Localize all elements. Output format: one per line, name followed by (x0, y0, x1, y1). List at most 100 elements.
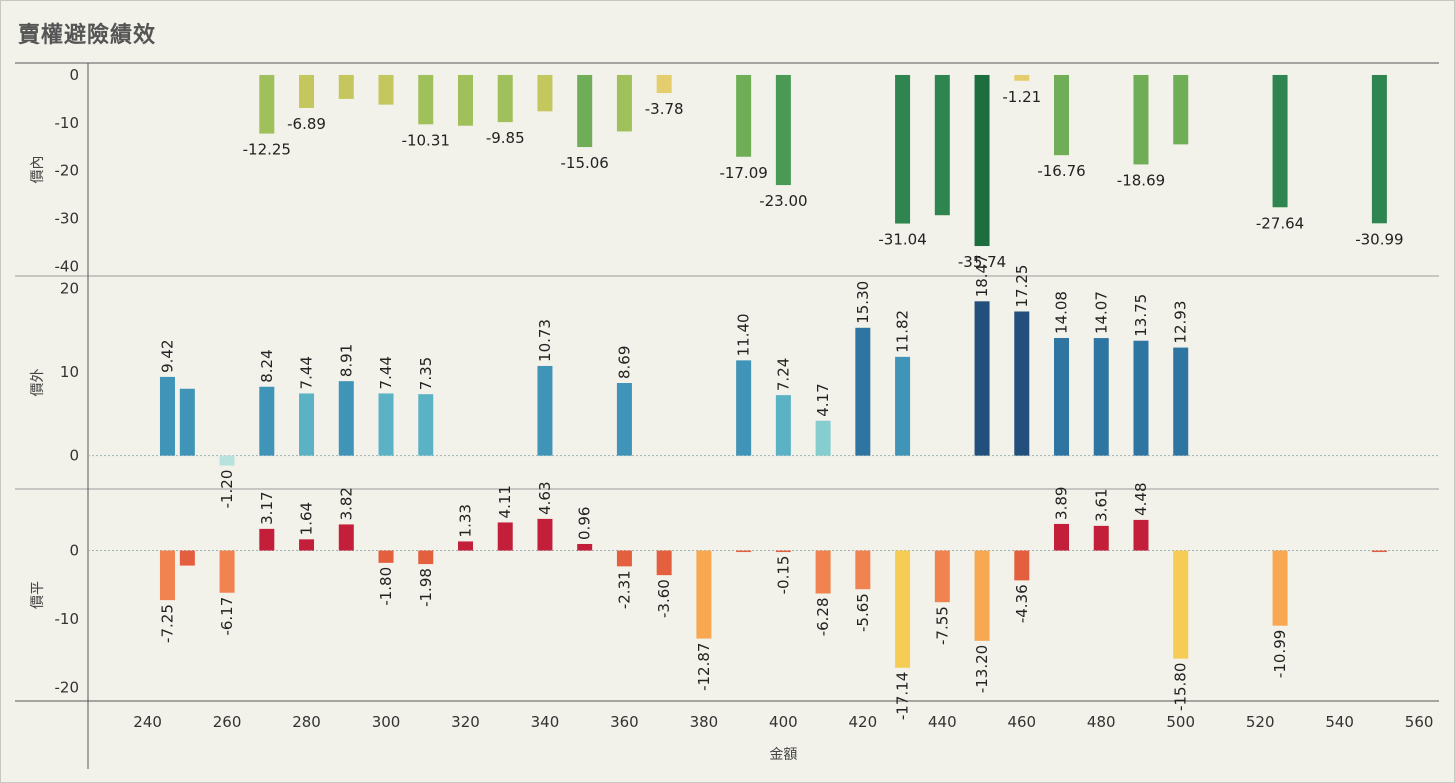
data-label: 9.42 (158, 339, 176, 372)
bar[interactable] (974, 74, 990, 247)
data-label: 1.64 (298, 502, 316, 535)
x-tick-label: 340 (531, 713, 560, 731)
bar[interactable] (338, 381, 354, 456)
bar[interactable] (1054, 74, 1070, 156)
bar[interactable] (1133, 74, 1149, 165)
data-label: -3.78 (645, 100, 684, 118)
bar[interactable] (1014, 74, 1030, 81)
bar[interactable] (457, 541, 473, 551)
bar[interactable] (338, 74, 354, 99)
bar[interactable] (736, 74, 752, 157)
bar[interactable] (775, 550, 791, 553)
bar[interactable] (338, 524, 354, 551)
bar[interactable] (259, 528, 275, 551)
data-label: 4.63 (536, 481, 554, 514)
data-label: -1.80 (377, 567, 395, 606)
data-label: -17.09 (719, 164, 767, 182)
x-tick-label: 300 (372, 713, 401, 731)
bar[interactable] (577, 74, 593, 148)
bar[interactable] (259, 74, 275, 134)
data-label: 13.75 (1132, 294, 1150, 337)
x-tick-label: 320 (451, 713, 480, 731)
bar[interactable] (219, 550, 235, 593)
bar[interactable] (378, 550, 394, 563)
bar[interactable] (934, 74, 950, 216)
bar[interactable] (537, 365, 553, 456)
bar[interactable] (736, 550, 752, 553)
bar[interactable] (537, 74, 553, 112)
bar[interactable] (696, 550, 712, 639)
bar[interactable] (179, 388, 195, 456)
bar[interactable] (855, 550, 871, 590)
bar[interactable] (1173, 347, 1189, 456)
bar[interactable] (1133, 519, 1149, 551)
y-axis-title: 價內 (29, 156, 46, 184)
x-tick-label: 500 (1166, 713, 1195, 731)
bar[interactable] (418, 74, 434, 125)
data-label: -15.80 (1172, 663, 1190, 711)
bar[interactable] (299, 393, 315, 456)
bar[interactable] (616, 550, 632, 567)
bar[interactable] (179, 550, 195, 566)
y-tick-label: 0 (69, 66, 79, 84)
data-label: -6.17 (218, 597, 236, 636)
bar[interactable] (616, 383, 632, 456)
data-label: 4.48 (1132, 483, 1150, 516)
bar[interactable] (497, 522, 513, 551)
bar[interactable] (775, 74, 791, 186)
bar[interactable] (1173, 74, 1189, 145)
data-label: -6.28 (814, 597, 832, 636)
bar[interactable] (815, 550, 831, 594)
bar[interactable] (815, 420, 831, 456)
bar[interactable] (577, 543, 593, 551)
bar[interactable] (159, 550, 175, 601)
bar[interactable] (1093, 338, 1109, 456)
bar[interactable] (895, 550, 911, 668)
data-label: -10.31 (402, 131, 450, 149)
bar[interactable] (974, 301, 990, 456)
bar[interactable] (1054, 337, 1070, 456)
bar[interactable] (736, 360, 752, 456)
bar[interactable] (378, 74, 394, 105)
bar[interactable] (259, 386, 275, 456)
bar[interactable] (974, 550, 990, 641)
bar[interactable] (1272, 74, 1288, 208)
bar[interactable] (1133, 340, 1149, 456)
data-label: 10.73 (536, 319, 554, 362)
data-label: 14.07 (1092, 291, 1110, 334)
bar[interactable] (1014, 311, 1030, 456)
bar[interactable] (855, 327, 871, 456)
bar[interactable] (775, 395, 791, 456)
data-label: 4.11 (496, 485, 514, 518)
bar[interactable] (378, 393, 394, 456)
bar[interactable] (656, 550, 672, 576)
bar[interactable] (1014, 550, 1030, 581)
bar[interactable] (895, 356, 911, 456)
bar[interactable] (418, 550, 434, 565)
bar[interactable] (159, 376, 175, 456)
bar[interactable] (1272, 550, 1288, 626)
bar[interactable] (1093, 525, 1109, 551)
data-label: 7.44 (298, 356, 316, 389)
bar[interactable] (934, 550, 950, 603)
bar[interactable] (537, 518, 553, 551)
bar[interactable] (299, 74, 315, 108)
bar[interactable] (497, 74, 513, 123)
bar[interactable] (1054, 523, 1070, 551)
data-label: 3.61 (1092, 488, 1110, 521)
bar[interactable] (299, 539, 315, 551)
bar[interactable] (418, 394, 434, 456)
bar[interactable] (1173, 550, 1189, 659)
bar[interactable] (1371, 74, 1387, 224)
data-label: -15.06 (561, 154, 609, 172)
bar[interactable] (219, 455, 235, 466)
data-label: 14.08 (1053, 291, 1071, 334)
bar[interactable] (895, 74, 911, 224)
bar[interactable] (656, 74, 672, 94)
data-label: 7.44 (377, 356, 395, 389)
x-tick-label: 360 (610, 713, 639, 731)
bar[interactable] (616, 74, 632, 132)
bar[interactable] (457, 74, 473, 126)
bar[interactable] (1371, 550, 1387, 553)
